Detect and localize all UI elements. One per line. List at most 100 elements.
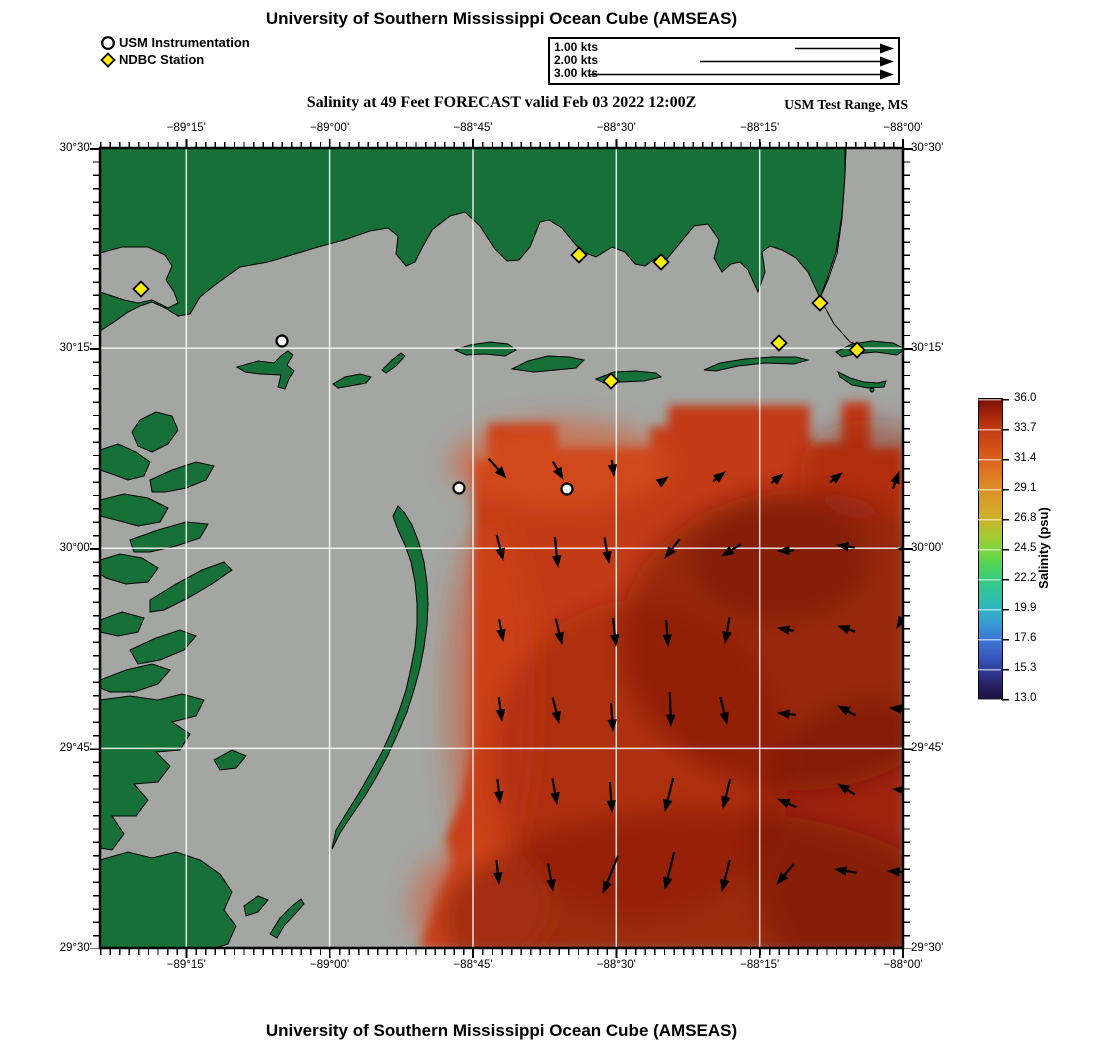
usm-circle-icon [101, 35, 115, 50]
colorbar-tick-label: 19.9 [1014, 602, 1037, 614]
current-vector [494, 779, 504, 804]
colorbar-tick-label: 36.0 [1014, 392, 1037, 404]
salinity-field [410, 402, 903, 948]
islands-and-marsh [100, 340, 903, 948]
current-vector [837, 705, 857, 717]
current-vector [665, 691, 676, 727]
current-vector [607, 702, 617, 732]
current-vector [663, 851, 676, 890]
footer-title: University of Southern Mississippi Ocean… [265, 1021, 738, 1040]
scale-label-3kt: 3.00 kts [554, 66, 599, 80]
current-vector [721, 778, 732, 809]
colorbar-tick-label: 17.6 [1014, 632, 1037, 644]
current-vector [606, 781, 616, 813]
current-vector [664, 538, 681, 559]
scale-arrow-head [880, 69, 894, 80]
current-vector [495, 534, 505, 561]
map-frame [98, 146, 905, 950]
lon-tick-label-bottom: −89°15' [166, 959, 206, 971]
lat-tick-label-left: 30°30' [59, 142, 92, 154]
current-vector [836, 541, 855, 552]
ndbc-diamond-icon [100, 51, 116, 68]
current-scale-box: 1.00 kts 2.00 kts 3.00 kts [548, 37, 900, 85]
current-vector [487, 457, 507, 479]
ticks-top-major [100, 139, 904, 148]
current-vector [663, 777, 675, 812]
colorbar-tick-label: 15.3 [1014, 662, 1037, 674]
current-vector [837, 624, 856, 635]
current-vector [777, 625, 794, 635]
current-vector [776, 863, 795, 885]
current-vector [554, 618, 564, 645]
current-vector [552, 461, 564, 480]
ticks-left-major [90, 148, 99, 949]
lat-tick-label-left: 29°45' [59, 742, 92, 755]
current-vector [770, 473, 784, 485]
legend-item-usm: USM Instrumentation [100, 34, 250, 51]
current-vector [551, 697, 561, 724]
legend-label-ndbc: NDBC Station [119, 51, 205, 67]
current-vector-layer [487, 457, 903, 894]
colorbar-tick-label: 26.8 [1014, 512, 1037, 524]
lat-tick-label-right: 29°45' [911, 742, 944, 755]
current-vector [607, 460, 618, 477]
current-vector [719, 696, 729, 725]
lon-tick-label-top: −88°15' [740, 122, 780, 134]
colorbar-tick-label: 29.1 [1014, 482, 1037, 494]
page-title: University of Southern Mississippi Ocean… [265, 9, 738, 28]
current-vector [496, 619, 506, 642]
bay-west [100, 246, 179, 309]
ticks-right-major [904, 148, 913, 949]
station-marker-layer [132, 246, 866, 496]
ticks-bottom-major [100, 949, 904, 958]
land-mainland [100, 148, 846, 332]
colorbar-tick-label: 33.7 [1014, 422, 1037, 434]
lon-tick-label-bottom: −88°00' [883, 959, 923, 971]
colorbar-tick-label: 31.4 [1014, 452, 1037, 464]
lon-tick-label-bottom: −89°00' [310, 959, 350, 971]
map-legend: USM Instrumentation NDBC Station [100, 34, 250, 68]
usm-station-marker [275, 334, 289, 348]
scale-arrow-head [880, 56, 894, 67]
lon-tick-label-top: −88°00' [883, 122, 923, 134]
ndbc-station-marker [770, 334, 788, 352]
lon-tick-label-bottom: −88°45' [453, 959, 493, 971]
ndbc-station-marker [811, 294, 829, 312]
lon-tick-label-bottom: −88°15' [740, 959, 780, 971]
lat-tick-label-right: 30°00' [911, 542, 944, 555]
current-vector [550, 778, 560, 805]
current-vector [493, 860, 503, 885]
scale-label-1kt: 1.00 kts [554, 40, 599, 54]
current-vector [887, 867, 903, 877]
ndbc-station-marker [652, 253, 670, 271]
current-vector [890, 471, 900, 490]
scale-label-2kt: 2.00 kts [554, 53, 599, 67]
current-vector [897, 546, 903, 552]
lat-tick-label-left: 29°30' [59, 942, 92, 954]
current-vector [777, 798, 797, 809]
colorbar-tick-label: 22.2 [1014, 572, 1037, 584]
plot-subtitle: Salinity at 49 Feet FORECAST valid Feb 0… [306, 94, 697, 111]
lon-tick-label-bottom: −88°30' [596, 959, 636, 971]
current-vector [829, 472, 843, 484]
colorbar-tick-label: 24.5 [1014, 542, 1037, 554]
ndbc-station-marker [602, 372, 620, 390]
current-vector [662, 619, 672, 647]
lat-tick-label-left: 30°15' [59, 342, 92, 355]
current-vector [712, 471, 726, 483]
lat-tick-label-right: 30°15' [911, 342, 944, 355]
current-vector [892, 785, 903, 795]
ndbc-station-marker [848, 341, 866, 359]
lat-tick-label-right: 29°30' [911, 942, 944, 954]
lon-tick-label-top: −89°15' [166, 122, 206, 134]
usm-station-marker [560, 482, 574, 496]
scale-arrows [590, 43, 894, 80]
current-vector [602, 537, 612, 564]
usm-station-marker [452, 481, 466, 495]
ndbc-station-marker [570, 246, 588, 264]
lon-tick-label-top: −88°45' [453, 122, 493, 134]
legend-item-ndbc: NDBC Station [100, 51, 250, 68]
lon-tick-label-top: −88°30' [596, 122, 636, 134]
colorbar-gradient [978, 398, 1003, 700]
